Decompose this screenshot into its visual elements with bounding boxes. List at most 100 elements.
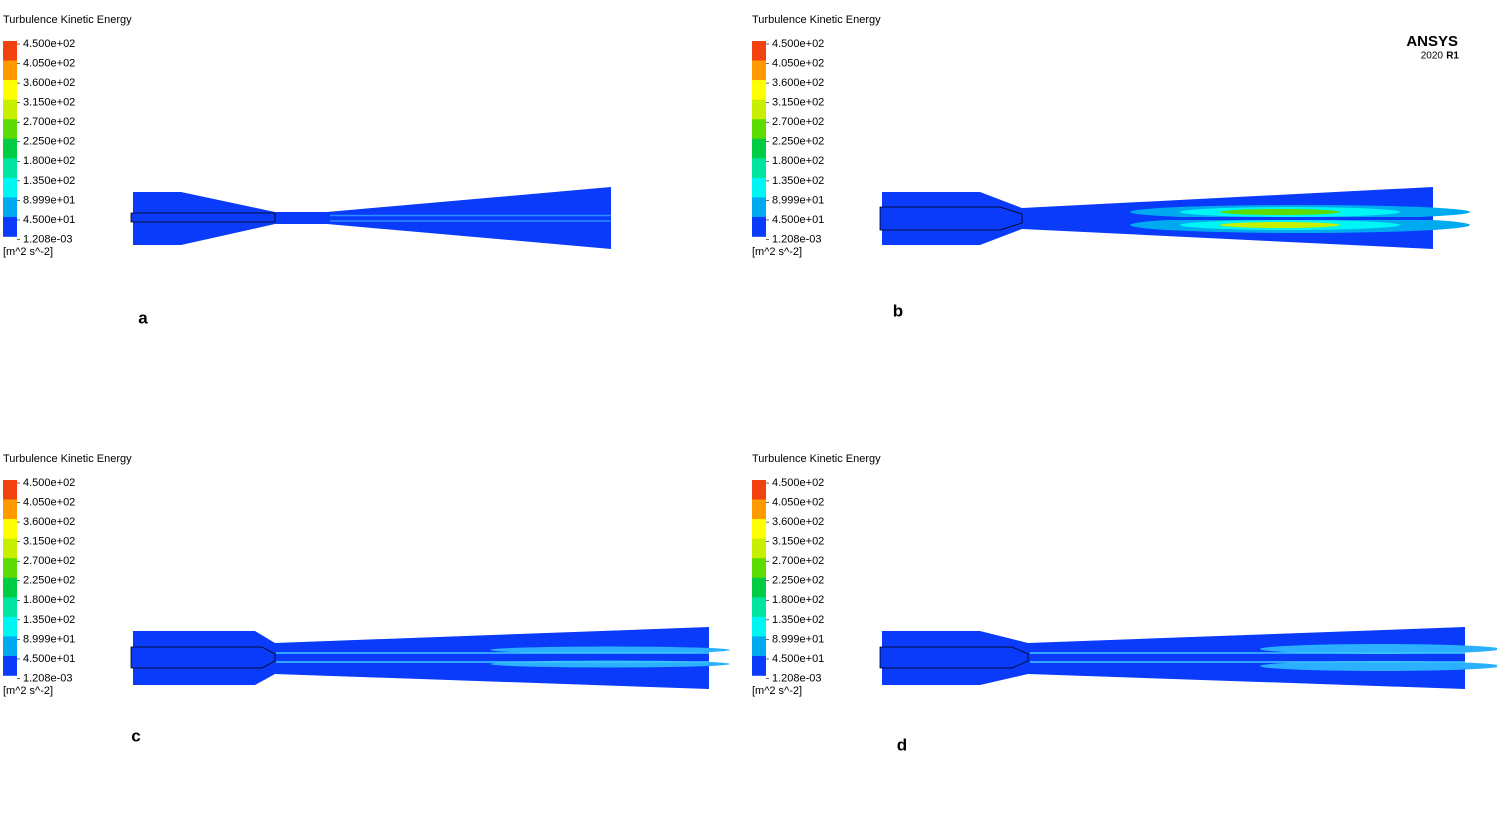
region xyxy=(1260,644,1497,654)
legend-title: Turbulence Kinetic Energy xyxy=(752,14,881,26)
legend-label: 3.150e+02 xyxy=(23,536,75,548)
legend-band xyxy=(752,577,766,598)
legend-label: 1.350e+02 xyxy=(23,614,75,626)
legend-band xyxy=(752,216,766,237)
legend-band xyxy=(3,616,17,637)
legend-band xyxy=(752,177,766,198)
legend-band xyxy=(752,158,766,179)
legend-band xyxy=(752,60,766,81)
region xyxy=(490,646,730,654)
legend-label: 2.250e+02 xyxy=(772,136,824,148)
contour-d xyxy=(879,627,1497,689)
legend-label: 2.250e+02 xyxy=(23,575,75,587)
legend-unit: [m^2 s^-2] xyxy=(3,685,53,697)
legend-band xyxy=(3,655,17,676)
legend-band xyxy=(752,558,766,579)
legend-title: Turbulence Kinetic Energy xyxy=(3,14,132,26)
legend-label: 4.500e+01 xyxy=(772,214,824,226)
legend-label: 3.150e+02 xyxy=(772,97,824,109)
legend-band xyxy=(3,99,17,120)
panel-letter: d xyxy=(897,735,907,754)
region xyxy=(1220,222,1340,228)
legend-label: 1.208e-03 xyxy=(23,672,73,684)
legend-band xyxy=(752,480,766,500)
legend-label: 4.050e+02 xyxy=(772,496,824,508)
legend-label: 4.500e+01 xyxy=(23,653,75,665)
panel-letter: b xyxy=(893,301,903,320)
legend-label: 3.150e+02 xyxy=(23,97,75,109)
legend-band xyxy=(752,519,766,539)
legend-band xyxy=(3,597,17,618)
legend-band xyxy=(752,636,766,657)
legend-label: 4.500e+01 xyxy=(772,653,824,665)
legend-label: 1.800e+02 xyxy=(772,594,824,606)
legend-band xyxy=(3,499,17,520)
legend-band xyxy=(3,636,17,657)
contour-c xyxy=(130,627,730,689)
domain xyxy=(882,627,1465,689)
legend-band xyxy=(752,119,766,140)
legend-band xyxy=(3,558,17,579)
legend-band xyxy=(752,538,766,559)
domain xyxy=(133,627,709,689)
legend-band xyxy=(752,655,766,676)
legend-band xyxy=(752,499,766,520)
logo-version: 2020 xyxy=(1421,51,1444,62)
legend-label: 4.500e+02 xyxy=(772,38,824,50)
legend-label: 8.999e+01 xyxy=(23,194,75,206)
legend-title: Turbulence Kinetic Energy xyxy=(752,453,881,465)
legend-unit: [m^2 s^-2] xyxy=(3,246,53,258)
logo-release: R1 xyxy=(1446,51,1459,62)
nozzle xyxy=(879,646,1029,669)
logo-name: ANSYS xyxy=(1406,33,1458,50)
legend-label: 1.208e-03 xyxy=(772,233,822,245)
legend-label: 1.350e+02 xyxy=(772,614,824,626)
legend-band xyxy=(3,519,17,539)
legend-label: 2.250e+02 xyxy=(772,575,824,587)
legend-band xyxy=(752,138,766,159)
legend-label: 4.050e+02 xyxy=(772,57,824,69)
legend-label: 2.700e+02 xyxy=(772,555,824,567)
legend-label: 1.350e+02 xyxy=(772,175,824,187)
legend-label: 4.500e+01 xyxy=(23,214,75,226)
legend-band xyxy=(3,177,17,198)
legend-band xyxy=(3,577,17,598)
legend-band xyxy=(752,616,766,637)
legend-band xyxy=(752,597,766,618)
contour-b xyxy=(879,187,1470,249)
nozzle xyxy=(130,212,276,223)
nozzle xyxy=(879,206,1023,231)
legend-band xyxy=(3,119,17,140)
panel-letter: c xyxy=(131,726,140,745)
region xyxy=(1260,661,1497,671)
legend-title: Turbulence Kinetic Energy xyxy=(3,453,132,465)
legend-band xyxy=(3,538,17,559)
contour-a xyxy=(130,187,611,249)
legend-label: 1.208e-03 xyxy=(23,233,73,245)
legend-label: 2.700e+02 xyxy=(772,116,824,128)
legend-label: 3.600e+02 xyxy=(23,77,75,89)
legend-label: 8.999e+01 xyxy=(772,194,824,206)
legend-label: 1.350e+02 xyxy=(23,175,75,187)
legend-label: 4.050e+02 xyxy=(23,496,75,508)
legend-label: 1.800e+02 xyxy=(772,155,824,167)
legend-label: 4.500e+02 xyxy=(23,477,75,489)
legend-band xyxy=(3,138,17,159)
legend-band xyxy=(3,80,17,100)
legend-band xyxy=(3,41,17,61)
legend-label: 2.250e+02 xyxy=(23,136,75,148)
legend-band xyxy=(752,197,766,218)
legend-label: 2.700e+02 xyxy=(23,555,75,567)
legend-label: 4.050e+02 xyxy=(23,57,75,69)
legend-band xyxy=(3,480,17,500)
legend-label: 8.999e+01 xyxy=(23,633,75,645)
legend-band xyxy=(3,216,17,237)
legend-band xyxy=(752,99,766,120)
legend-label: 4.500e+02 xyxy=(23,38,75,50)
legend-band xyxy=(752,80,766,100)
legend-band xyxy=(3,158,17,179)
legend-band xyxy=(3,60,17,81)
legend-label: 2.700e+02 xyxy=(23,116,75,128)
legend-label: 3.600e+02 xyxy=(772,77,824,89)
